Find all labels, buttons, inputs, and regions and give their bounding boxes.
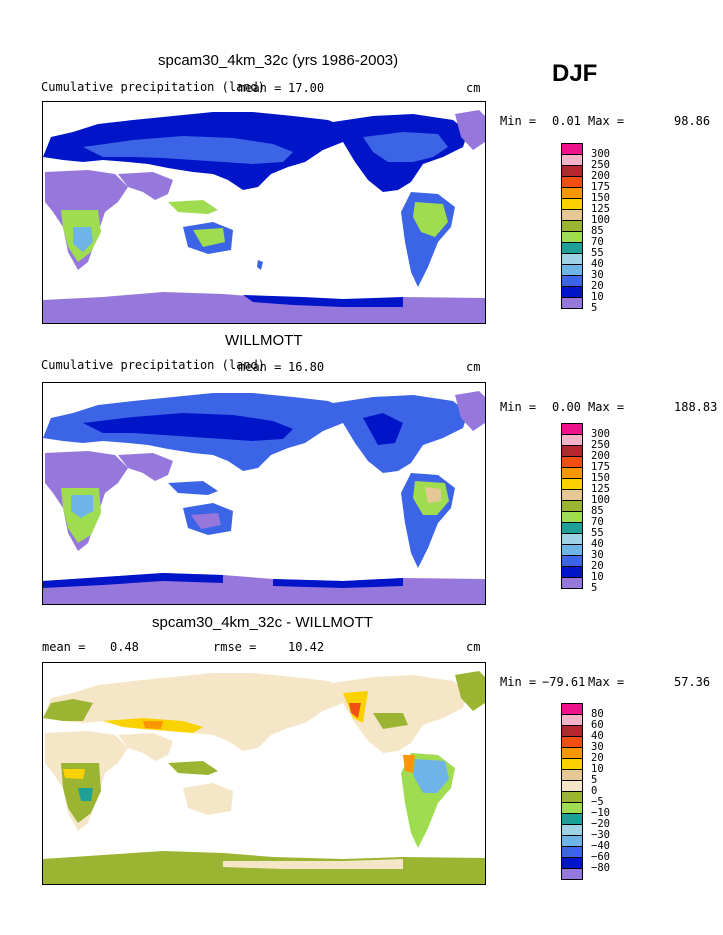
colorbar-level-label: −60: [591, 850, 610, 863]
colorbar-level-label: 30: [591, 548, 604, 561]
panel-2-title: WILLMOTT: [225, 332, 303, 349]
colorbar-level-label: 300: [591, 147, 610, 160]
panel-2-mean-label: mean =: [238, 360, 282, 374]
panel-1-mean-label: mean =: [238, 81, 282, 95]
colorbar-swatch: [561, 868, 583, 880]
colorbar-level-label: 5: [591, 773, 598, 786]
colorbar-level-label: −40: [591, 839, 610, 852]
colorbar-level-label: 125: [591, 482, 610, 495]
panel-2-map: [42, 382, 486, 605]
colorbar-level-label: 40: [591, 537, 604, 550]
colorbar-level-label: 70: [591, 235, 604, 248]
colorbar-level-label: 55: [591, 246, 604, 259]
panel-3-mean-label: mean =: [42, 640, 86, 654]
panel-2-max-label: Max =: [588, 400, 625, 414]
colorbar-level-label: 10: [591, 570, 604, 583]
colorbar-level-label: 150: [591, 471, 610, 484]
panel-3-rmse-label: rmse =: [213, 640, 257, 654]
colorbar-level-label: 20: [591, 751, 604, 764]
panel-2-min-label: Min =: [500, 400, 537, 414]
colorbar-level-label: 20: [591, 559, 604, 572]
colorbar-level-label: 100: [591, 493, 610, 506]
panel-3-title: spcam30_4km_32c - WILLMOTT: [152, 614, 373, 631]
panel-2-map-graphic: [43, 391, 485, 604]
panel-3-rmse-value: 10.42: [288, 640, 325, 654]
panel-2-mean-value: 16.80: [288, 360, 325, 374]
colorbar-level-label: 85: [591, 224, 604, 237]
colorbar-swatch: [561, 297, 583, 309]
colorbar-level-label: 125: [591, 202, 610, 215]
panel-2-units: cm: [466, 360, 481, 374]
colorbar-level-label: 85: [591, 504, 604, 517]
panel-3-map-graphic: [43, 671, 485, 884]
colorbar-level-label: 100: [591, 213, 610, 226]
panel-2-max-value: 188.83: [674, 400, 718, 414]
panel-1-title: spcam30_4km_32c (yrs 1986-2003): [158, 52, 399, 69]
panel-3-max-value: 57.36: [674, 675, 711, 689]
panel-1-max-label: Max =: [588, 114, 625, 128]
panel-3-min-value: −79.61: [542, 675, 586, 689]
panel-3-min-label: Min =: [500, 675, 537, 689]
colorbar-level-label: 250: [591, 438, 610, 451]
panel-1-subtitle: Cumulative precipitation (land): [41, 80, 265, 94]
colorbar-level-label: 200: [591, 169, 610, 182]
panel-3-max-label: Max =: [588, 675, 625, 689]
colorbar-swatch: [561, 577, 583, 589]
panel-1-map-graphic: [43, 110, 485, 323]
colorbar-level-label: 70: [591, 515, 604, 528]
colorbar-level-label: 5: [591, 301, 598, 314]
season-label: DJF: [552, 60, 598, 87]
colorbar-level-label: 55: [591, 526, 604, 539]
colorbar-level-label: −30: [591, 828, 610, 841]
panel-3-units: cm: [466, 640, 481, 654]
colorbar-level-label: 200: [591, 449, 610, 462]
colorbar-level-label: 0: [591, 784, 598, 797]
colorbar-level-label: 30: [591, 740, 604, 753]
colorbar-level-label: 20: [591, 279, 604, 292]
colorbar-level-label: 250: [591, 158, 610, 171]
panel-1-min-label: Min =: [500, 114, 537, 128]
panel-3-mean-value: 0.48: [110, 640, 139, 654]
colorbar-level-label: 175: [591, 460, 610, 473]
colorbar-level-label: 30: [591, 268, 604, 281]
panel-3-map: [42, 662, 486, 885]
colorbar-level-label: 40: [591, 729, 604, 742]
panel-1-min-value: 0.01: [552, 114, 581, 128]
colorbar-level-label: −5: [591, 795, 604, 808]
colorbar-level-label: −20: [591, 817, 610, 830]
panel-1-max-value: 98.86: [674, 114, 711, 128]
colorbar-level-label: −80: [591, 861, 610, 874]
panel-1-units: cm: [466, 81, 481, 95]
colorbar-level-label: 60: [591, 718, 604, 731]
colorbar-level-label: 300: [591, 427, 610, 440]
colorbar-level-label: 175: [591, 180, 610, 193]
colorbar-level-label: −10: [591, 806, 610, 819]
colorbar-level-label: 10: [591, 290, 604, 303]
colorbar-level-label: 10: [591, 762, 604, 775]
colorbar-level-label: 80: [591, 707, 604, 720]
panel-2-min-value: 0.00: [552, 400, 581, 414]
colorbar-level-label: 150: [591, 191, 610, 204]
colorbar-level-label: 5: [591, 581, 598, 594]
panel-2-subtitle: Cumulative precipitation (land): [41, 358, 265, 372]
panel-1-mean-value: 17.00: [288, 81, 325, 95]
panel-1-map: [42, 101, 486, 324]
colorbar-level-label: 40: [591, 257, 604, 270]
